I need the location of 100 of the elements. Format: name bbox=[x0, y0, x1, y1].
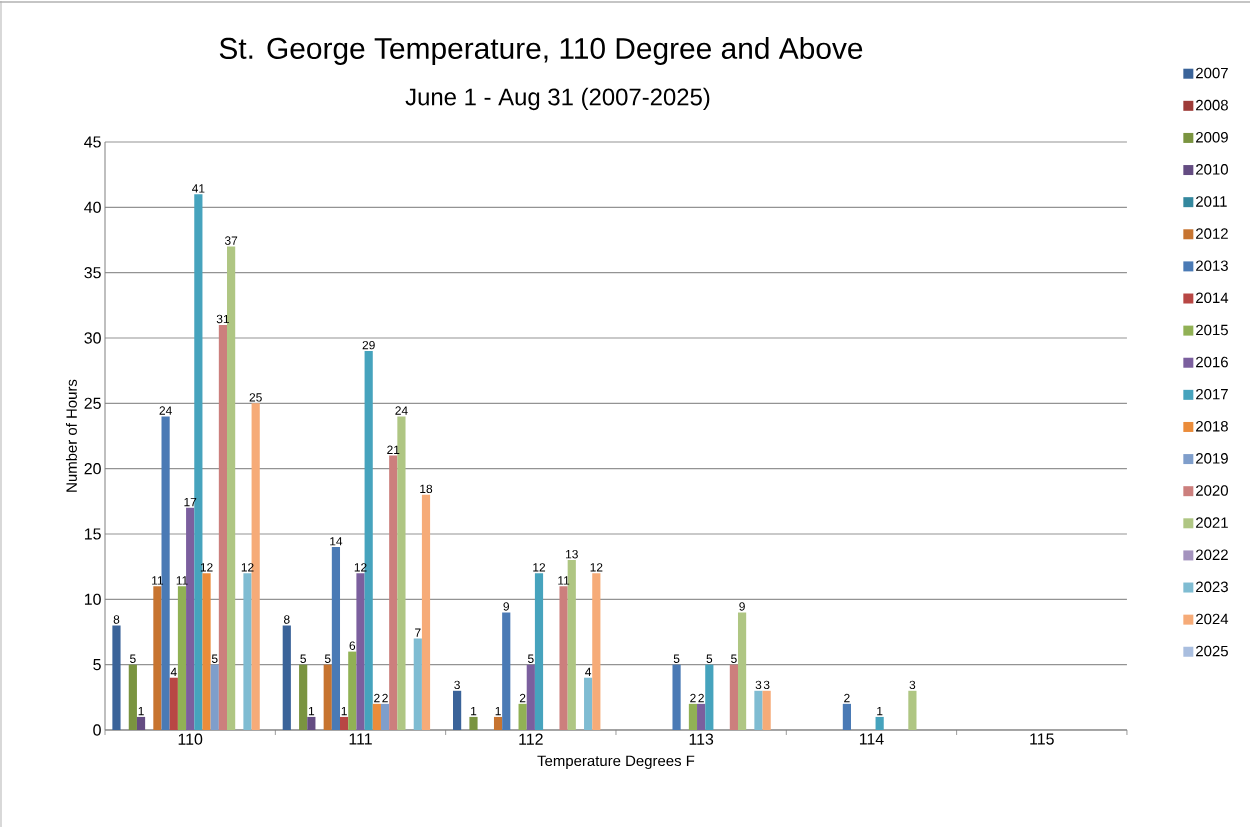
bar bbox=[218, 324, 228, 730]
bar bbox=[908, 690, 917, 730]
legend-label: 2025 bbox=[1196, 645, 1228, 657]
bar bbox=[340, 716, 349, 730]
data-label: 3 bbox=[454, 680, 460, 690]
data-label: 1 bbox=[308, 707, 315, 716]
data-label: 5 bbox=[673, 654, 680, 663]
data-label: 8 bbox=[283, 615, 290, 624]
data-label: 4 bbox=[585, 667, 592, 677]
data-label: 7 bbox=[415, 628, 421, 637]
data-label: 1 bbox=[341, 707, 347, 716]
data-label: 25 bbox=[249, 393, 262, 402]
x-tick-label: 111 bbox=[349, 733, 372, 745]
legend-label: 2012 bbox=[1196, 228, 1228, 239]
data-label: 5 bbox=[731, 654, 737, 663]
bar bbox=[161, 416, 170, 730]
bar bbox=[356, 573, 365, 730]
data-label: 21 bbox=[387, 445, 400, 454]
bar bbox=[584, 677, 593, 730]
data-label: 5 bbox=[300, 654, 306, 663]
legend-label: 2007 bbox=[1196, 67, 1228, 79]
data-label: 14 bbox=[330, 537, 343, 546]
data-label: 3 bbox=[909, 680, 916, 690]
data-label: 29 bbox=[362, 340, 375, 350]
bar bbox=[705, 664, 714, 730]
bar bbox=[243, 573, 252, 730]
bar bbox=[210, 664, 219, 730]
y-tick-label: 20 bbox=[84, 463, 101, 475]
bar bbox=[421, 494, 431, 730]
bar bbox=[282, 625, 291, 730]
bar bbox=[307, 716, 316, 730]
legend-label: 2022 bbox=[1196, 549, 1228, 561]
bar bbox=[754, 690, 763, 730]
bar bbox=[534, 573, 544, 730]
bar bbox=[380, 703, 390, 730]
data-label: 13 bbox=[566, 549, 578, 559]
data-label: 1 bbox=[471, 707, 477, 716]
bar bbox=[567, 560, 576, 730]
bar bbox=[186, 507, 195, 730]
legend-label: 2024 bbox=[1196, 613, 1229, 625]
bar bbox=[842, 703, 851, 730]
x-tick-label: 115 bbox=[1030, 733, 1054, 745]
legend-label: 2010 bbox=[1196, 164, 1228, 175]
bar bbox=[762, 690, 771, 730]
x-axis-title: Temperature Degrees F bbox=[537, 755, 695, 770]
data-label: 2 bbox=[374, 693, 380, 703]
y-tick-label: 40 bbox=[84, 201, 101, 213]
x-tick-label: 114 bbox=[859, 733, 884, 745]
data-label: 24 bbox=[395, 406, 408, 415]
legend-label: 2008 bbox=[1196, 99, 1228, 111]
bar bbox=[372, 703, 381, 730]
bar bbox=[227, 246, 236, 730]
bar bbox=[697, 703, 706, 730]
bar bbox=[672, 664, 681, 730]
bar bbox=[453, 690, 462, 730]
y-tick-label: 45 bbox=[84, 136, 101, 148]
bar bbox=[875, 716, 884, 730]
data-label: 11 bbox=[558, 576, 570, 585]
data-label: 2 bbox=[698, 693, 704, 703]
data-label: 1 bbox=[495, 707, 501, 716]
bar bbox=[177, 586, 187, 730]
legend-label: 2017 bbox=[1196, 388, 1228, 400]
y-tick-label: 30 bbox=[84, 332, 101, 344]
bar bbox=[331, 547, 341, 730]
legend-label: 2009 bbox=[1196, 131, 1228, 143]
bar bbox=[688, 703, 698, 730]
y-axis-title: Number of Hours bbox=[65, 379, 77, 492]
data-label: 2 bbox=[690, 693, 696, 703]
x-tick-label: 110 bbox=[178, 733, 203, 745]
bar bbox=[518, 703, 527, 730]
y-tick-label: 5 bbox=[93, 659, 101, 671]
legend-label: 2023 bbox=[1196, 581, 1228, 593]
bar bbox=[502, 612, 511, 730]
bar bbox=[153, 586, 162, 730]
data-label: 9 bbox=[739, 602, 745, 611]
legend-label: 2013 bbox=[1196, 260, 1228, 271]
y-tick-label: 15 bbox=[84, 528, 101, 540]
data-label: 3 bbox=[755, 680, 762, 690]
y-tick-label: 10 bbox=[84, 593, 101, 605]
data-label: 1 bbox=[877, 707, 883, 716]
data-label: 12 bbox=[590, 563, 603, 572]
legend-label: 2021 bbox=[1196, 517, 1228, 528]
bar bbox=[112, 625, 121, 730]
bar bbox=[136, 716, 146, 730]
legend-label: 2019 bbox=[1196, 453, 1228, 464]
chart-subtitle: June 1 - Aug 31 (2007-2025) bbox=[405, 87, 710, 111]
data-label: 24 bbox=[159, 406, 172, 415]
bar bbox=[413, 638, 422, 730]
y-tick-label: 35 bbox=[84, 267, 101, 279]
x-tick-label: 113 bbox=[689, 733, 714, 745]
bar bbox=[493, 716, 503, 730]
data-label: 4 bbox=[170, 667, 177, 677]
data-label: 8 bbox=[113, 615, 120, 624]
legend-label: 2018 bbox=[1196, 420, 1228, 432]
bar bbox=[202, 573, 211, 730]
bar bbox=[389, 455, 398, 730]
data-label: 12 bbox=[533, 563, 546, 572]
bar bbox=[469, 716, 478, 730]
data-label: 6 bbox=[349, 641, 356, 650]
bar bbox=[128, 664, 137, 730]
